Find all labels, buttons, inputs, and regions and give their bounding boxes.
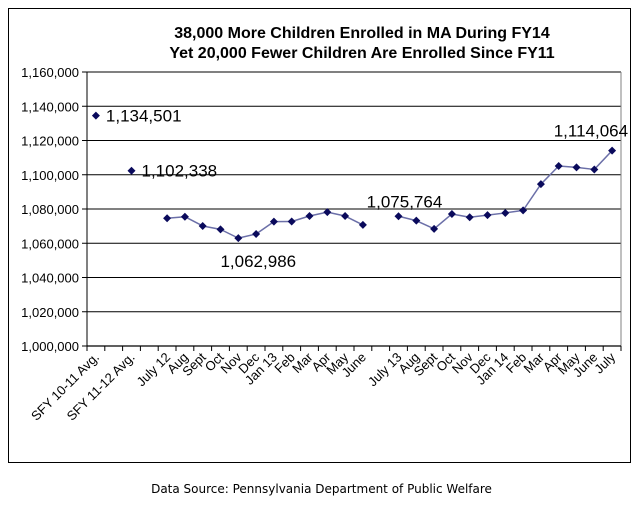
data-label: 1,134,501 bbox=[106, 107, 182, 126]
data-point-marker bbox=[536, 180, 545, 189]
y-tick-label: 1,160,000 bbox=[21, 65, 79, 80]
data-point-marker bbox=[305, 212, 314, 221]
data-label: 1,114,064 bbox=[554, 122, 628, 141]
gridlines bbox=[87, 71, 621, 313]
series-line-segment bbox=[593, 150, 613, 170]
data-point-marker bbox=[252, 230, 261, 239]
data-point-marker bbox=[572, 163, 581, 172]
series-enrollment bbox=[91, 111, 617, 243]
data-point-marker bbox=[269, 217, 278, 226]
series-line-segment bbox=[184, 216, 204, 227]
data-label: 1,102,338 bbox=[142, 162, 218, 181]
data-point-marker bbox=[234, 234, 243, 243]
y-tick-label: 1,060,000 bbox=[21, 236, 79, 251]
y-tick-label: 1,000,000 bbox=[21, 339, 79, 354]
data-point-marker bbox=[91, 111, 100, 120]
chart-frame bbox=[8, 8, 631, 463]
y-tick-label: 1,140,000 bbox=[21, 99, 79, 114]
data-point-marker bbox=[412, 216, 421, 225]
data-source-caption: Data Source: Pennsylvania Department of … bbox=[151, 482, 492, 496]
data-point-marker bbox=[287, 217, 296, 226]
data-point-marker bbox=[198, 221, 207, 230]
data-point-marker bbox=[554, 162, 563, 171]
data-point-marker bbox=[216, 225, 225, 234]
data-point-marker bbox=[180, 212, 189, 221]
data-point-marker bbox=[127, 166, 136, 175]
series-line-segment bbox=[220, 228, 239, 239]
data-point-marker bbox=[394, 212, 403, 221]
data-point-marker bbox=[323, 208, 332, 217]
y-tick-label: 1,040,000 bbox=[21, 271, 79, 286]
series-line-segment bbox=[433, 213, 453, 230]
y-tick-label: 1,080,000 bbox=[21, 202, 79, 217]
y-tick-label: 1,100,000 bbox=[21, 168, 79, 183]
data-label: 1,075,764 bbox=[367, 192, 443, 211]
data-point-marker bbox=[483, 211, 492, 220]
x-tick-label: July bbox=[591, 349, 618, 376]
axes bbox=[82, 71, 622, 351]
series-line-segment bbox=[540, 165, 560, 185]
data-point-marker bbox=[590, 165, 599, 174]
data-point-marker bbox=[358, 220, 367, 229]
data-point-marker bbox=[465, 213, 474, 222]
data-point-marker bbox=[447, 209, 456, 218]
data-point-marker bbox=[608, 146, 617, 155]
data-label: 1,062,986 bbox=[220, 252, 296, 271]
series-line-segment bbox=[522, 183, 542, 211]
x-tick-labels: SFY 10-11 Avg.SFY 11-12 Avg.July 12AugSe… bbox=[28, 349, 619, 423]
data-labels: 1,134,501 1,102,338 1,062,986 1,075,764 1,11… bbox=[106, 107, 628, 271]
series-line-segment bbox=[255, 221, 275, 235]
data-point-marker bbox=[341, 212, 350, 221]
chart-title-line-2: Yet 20,000 Fewer Children Are Enrolled S… bbox=[169, 45, 554, 62]
chart-title-line-1: 38,000 More Children Enrolled in MA Duri… bbox=[174, 25, 550, 42]
series-line-segment bbox=[344, 215, 364, 226]
data-point-marker bbox=[163, 214, 172, 223]
y-tick-label: 1,120,000 bbox=[21, 134, 79, 149]
y-tick-label: 1,020,000 bbox=[21, 305, 79, 320]
data-point-marker bbox=[519, 206, 528, 215]
data-point-marker bbox=[430, 224, 439, 233]
data-point-marker bbox=[501, 208, 510, 217]
y-tick-labels: 1,000,000 1,020,000 1,040,000 1,060,000 1,08… bbox=[21, 65, 79, 354]
series-line-segment bbox=[415, 219, 435, 230]
